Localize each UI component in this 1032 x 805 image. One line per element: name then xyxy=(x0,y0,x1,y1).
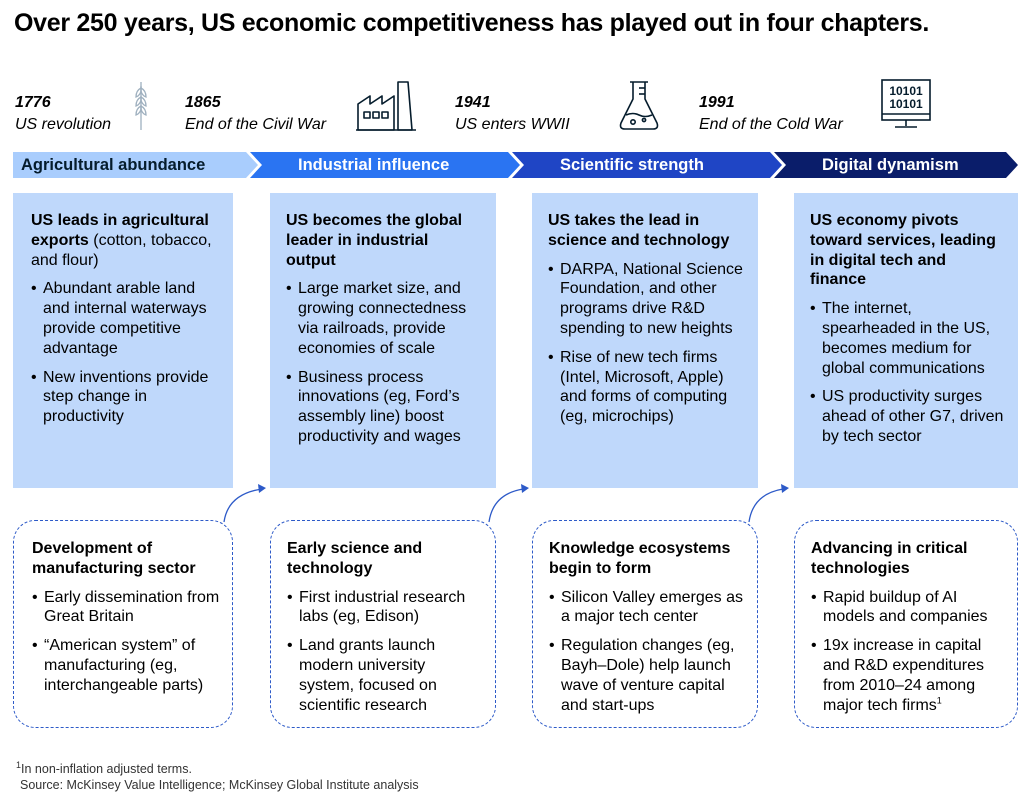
banner-segment-scientific xyxy=(512,152,782,178)
list-item: Silicon Valley emerges as a major tech c… xyxy=(549,588,745,628)
card-heading: US leads in agricultural exports (cotton… xyxy=(31,212,212,269)
timeline-year: 1991 xyxy=(699,94,735,111)
list-item: First industrial research labs (eg, Edis… xyxy=(287,588,483,628)
list-item: 19x increase in capital and R&D expendit… xyxy=(811,636,1005,715)
foundation-heading: Knowledge ecosystems begin to form xyxy=(549,540,731,577)
chapter-card-agricultural: US leads in agricultural exports (cotton… xyxy=(13,193,233,488)
wheat-icon xyxy=(135,82,147,130)
timeline-event-1776: 1776 US revolution xyxy=(15,92,111,136)
foundation-box-critical-technologies: Advancing in critical technologies Rapid… xyxy=(794,520,1018,728)
list-item: Rapid buildup of AI models and companies xyxy=(811,588,1005,628)
list-item: Large market size, and growing connected… xyxy=(286,279,482,358)
foundation-heading: Development of manufacturing sector xyxy=(32,540,196,577)
foundation-box-knowledge-ecosystems: Knowledge ecosystems begin to form Silic… xyxy=(532,520,758,728)
footnote-number: 1 xyxy=(16,759,22,770)
list-item: Early dissemination from Great Britain xyxy=(32,588,220,628)
timeline-year: 1941 xyxy=(455,94,491,111)
list-item: Business process innovations (eg, Ford’s… xyxy=(286,368,482,447)
list-item: Abundant arable land and internal waterw… xyxy=(31,279,219,358)
banner-segment-industrial xyxy=(250,152,520,178)
connector-arrow-1 xyxy=(223,484,266,523)
foundation-box-manufacturing: Development of manufacturing sector Earl… xyxy=(13,520,233,728)
flask-icon xyxy=(619,81,659,130)
timeline-label: End of the Cold War xyxy=(699,116,843,133)
timeline-event-1865: 1865 End of the Civil War xyxy=(185,92,326,136)
timeline-year: 1865 xyxy=(185,94,221,111)
chapter-card-industrial: US becomes the global leader in industri… xyxy=(270,193,496,488)
list-item: Rise of new tech firms (Intel, Microsoft… xyxy=(548,348,744,427)
timeline-label: US revolution xyxy=(15,116,112,133)
card-heading: US becomes the global leader in industri… xyxy=(286,212,463,269)
list-item: DARPA, National Science Foundation, and … xyxy=(548,260,744,339)
banner-segment-agricultural xyxy=(13,152,258,178)
list-item: “American system” of manufacturing (eg, … xyxy=(32,636,220,695)
list-item: New inventions provide step change in pr… xyxy=(31,368,219,427)
banner-label: Scientific strength xyxy=(560,156,704,174)
banner-label: Agricultural abundance xyxy=(21,156,206,174)
footnote-marker: 1 xyxy=(936,695,942,706)
timeline-event-1941: 1941 US enters WWII xyxy=(455,92,570,136)
foundation-heading: Advancing in critical technologies xyxy=(811,540,968,577)
connector-arrow-3 xyxy=(748,484,789,523)
chapter-card-scientific: US takes the lead in science and technol… xyxy=(532,193,758,488)
timeline-label: End of the Civil War xyxy=(185,116,327,133)
banner-segment-digital xyxy=(774,152,1018,178)
list-item: US productivity surges ahead of other G7… xyxy=(810,387,1004,446)
source-note: Source: McKinsey Value Intelligence; McK… xyxy=(20,778,419,792)
binary-text-line: 10101 xyxy=(889,97,923,111)
list-item: Regulation changes (eg, Bayh–Dole) help … xyxy=(549,636,745,715)
timeline-label: US enters WWII xyxy=(455,116,570,133)
chapter-banner xyxy=(13,152,1018,178)
list-item: The internet, spearheaded in the US, bec… xyxy=(810,299,1004,378)
card-heading: US takes the lead in science and technol… xyxy=(548,212,730,249)
factory-icon xyxy=(356,81,416,131)
foundation-box-early-science: Early science and technology First indus… xyxy=(270,520,496,728)
page-title: Over 250 years, US economic competitiven… xyxy=(14,9,930,37)
timeline-year: 1776 xyxy=(15,94,51,111)
banner-label: Digital dynamism xyxy=(822,156,959,174)
binary-text-line: 10101 xyxy=(889,84,923,98)
chapter-card-digital: US economy pivots toward services, leadi… xyxy=(794,193,1018,488)
footnote: 1In non-inflation adjusted terms. xyxy=(16,759,192,776)
list-item: Land grants launch modern university sys… xyxy=(287,636,483,715)
binary-monitor-icon: 10101 10101 xyxy=(879,78,933,130)
connector-arrow-2 xyxy=(488,484,529,523)
card-heading: US economy pivots toward services, leadi… xyxy=(810,212,996,289)
foundation-heading: Early science and technology xyxy=(287,540,423,577)
timeline-event-1991: 1991 End of the Cold War xyxy=(699,92,843,136)
banner-label: Industrial influence xyxy=(298,156,450,174)
